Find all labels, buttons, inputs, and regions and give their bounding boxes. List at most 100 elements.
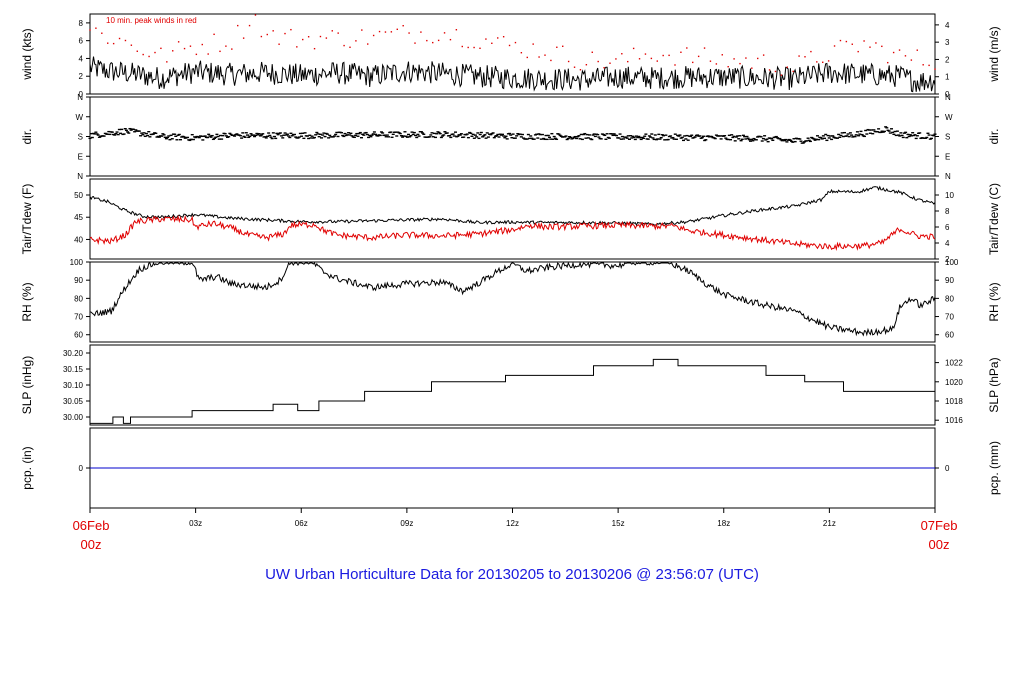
direction-point xyxy=(792,138,796,140)
direction-point xyxy=(430,132,434,134)
slp-axis-label-right: SLP (hPa) xyxy=(987,357,1001,412)
peak-wind-point xyxy=(479,47,481,49)
peak-wind-point xyxy=(396,28,398,31)
direction-point xyxy=(350,135,354,137)
direction-point xyxy=(365,133,369,136)
direction-point xyxy=(317,135,321,138)
direction-point xyxy=(519,136,523,138)
peak-wind-point xyxy=(674,64,676,66)
peak-wind-point xyxy=(225,45,227,47)
direction-point xyxy=(536,137,540,139)
peak-wind-point xyxy=(118,37,121,40)
direction-point xyxy=(201,139,205,141)
direction-point xyxy=(178,138,182,141)
direction-point xyxy=(801,142,805,144)
direction-point xyxy=(602,133,606,136)
peak-wind-point xyxy=(491,42,493,45)
chart-title: UW Urban Horticulture Data for 20130205 … xyxy=(265,566,759,583)
direction-point xyxy=(784,138,788,141)
direction-point xyxy=(520,133,524,136)
direction-point xyxy=(197,136,201,139)
direction-point xyxy=(267,132,271,134)
direction-point xyxy=(477,137,481,140)
direction-point xyxy=(247,136,251,139)
rh-axis-label: RH (%) xyxy=(20,282,34,321)
peak-wind-point xyxy=(627,60,629,63)
direction-point xyxy=(576,135,580,138)
direction-point xyxy=(300,135,304,137)
direction-point xyxy=(245,134,249,136)
peak-wind-point xyxy=(195,53,198,56)
direction-point xyxy=(305,135,309,137)
direction-point xyxy=(535,133,539,135)
direction-point xyxy=(620,135,624,138)
direction-point xyxy=(631,135,635,138)
direction-point xyxy=(748,140,752,142)
direction-point xyxy=(583,132,587,135)
direction-point xyxy=(820,138,824,140)
direction-point xyxy=(502,135,506,137)
direction-point xyxy=(901,136,905,139)
direction-point xyxy=(580,138,584,141)
peak-wind-point xyxy=(260,35,263,38)
direction-point xyxy=(644,133,648,135)
direction-point xyxy=(441,135,445,137)
direction-point xyxy=(218,134,222,137)
peak-wind-note: 10 min. peak winds in red xyxy=(106,16,197,25)
peak-wind-point xyxy=(95,27,97,29)
direction-point xyxy=(872,129,876,131)
direction-point xyxy=(831,135,835,137)
direction-point xyxy=(287,135,291,137)
direction-point xyxy=(835,137,839,139)
peak-wind-point xyxy=(242,37,245,39)
peak-wind-point xyxy=(556,46,558,48)
direction-point xyxy=(166,136,170,139)
direction-point xyxy=(495,134,499,137)
direction-point xyxy=(577,135,581,137)
peak-wind-point xyxy=(473,46,475,49)
direction-point xyxy=(540,133,544,136)
peak-wind-point xyxy=(703,47,706,49)
direction-point xyxy=(845,135,849,137)
rh-left-tick-label: 60 xyxy=(74,331,83,340)
direction-point xyxy=(123,127,127,130)
slp-right-tick-label: 1022 xyxy=(945,359,963,368)
peak-wind-point xyxy=(201,43,203,46)
direction-point xyxy=(126,131,130,133)
peak-wind-point xyxy=(331,30,333,32)
direction-point xyxy=(301,132,305,134)
direction-point xyxy=(484,137,488,139)
direction-point xyxy=(870,129,874,131)
direction-point xyxy=(314,134,318,136)
pcp-axis-label-right: pcp. (mm) xyxy=(987,441,1001,495)
direction-point xyxy=(925,136,929,139)
direction-point xyxy=(414,134,418,137)
direction-point xyxy=(573,135,577,138)
direction-point xyxy=(663,139,667,141)
peak-wind-point xyxy=(591,51,593,53)
direction-point xyxy=(914,137,918,140)
dir-left-tick-label: E xyxy=(78,152,83,161)
direction-point xyxy=(703,139,707,142)
direction-point xyxy=(868,132,872,134)
direction-point xyxy=(827,137,831,139)
direction-point xyxy=(203,135,207,137)
temp-left-tick-label: 40 xyxy=(74,235,83,244)
direction-point xyxy=(626,135,630,137)
direction-point xyxy=(837,133,841,136)
direction-point xyxy=(780,139,784,142)
direction-point xyxy=(240,137,244,139)
peak-wind-point xyxy=(709,60,712,62)
peak-wind-point xyxy=(101,32,103,34)
direction-point xyxy=(504,135,508,137)
direction-point xyxy=(838,136,842,138)
temp-right-tick-label: 8 xyxy=(945,207,950,216)
direction-point xyxy=(491,132,495,134)
direction-point xyxy=(884,126,888,128)
direction-point xyxy=(431,136,435,138)
direction-point xyxy=(378,134,382,137)
direction-point xyxy=(546,134,550,137)
direction-point xyxy=(738,135,742,137)
direction-point xyxy=(340,131,344,134)
direction-point xyxy=(362,134,366,136)
